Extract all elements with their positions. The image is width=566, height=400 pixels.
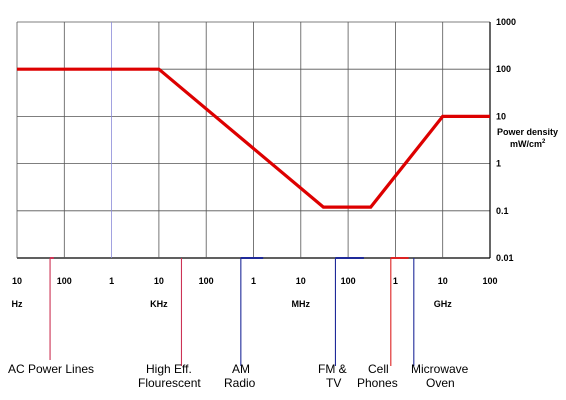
band-label-am-line1: AM bbox=[232, 362, 250, 376]
grid-lines bbox=[16, 21, 491, 259]
band-label-fm-line1: FM & bbox=[318, 362, 347, 376]
y-tick-label: 1 bbox=[496, 159, 501, 169]
band-label-high-eff-line2: Flourescent bbox=[138, 376, 201, 390]
band-label-cell-line1: Cell bbox=[368, 362, 389, 376]
band-label-am-line2: Radio bbox=[224, 376, 256, 390]
x-tick-label: 1 bbox=[251, 276, 256, 286]
band-label-ac-power-lines: AC Power Lines bbox=[8, 362, 94, 376]
y-tick-label: 0.01 bbox=[496, 253, 514, 263]
y-tick-label: 100 bbox=[496, 64, 511, 74]
x-unit-label: MHz bbox=[292, 299, 311, 309]
x-tick-label: 10 bbox=[12, 276, 22, 286]
y-axis-label: Power density bbox=[497, 127, 558, 137]
x-unit-label: GHz bbox=[434, 299, 453, 309]
band-label-microwave-line1: Microwave bbox=[411, 362, 469, 376]
x-unit-labels: Hz KHz MHz GHz bbox=[12, 299, 453, 309]
x-tick-label: 100 bbox=[482, 276, 497, 286]
band-label-high-eff-line1: High Eff. bbox=[146, 362, 192, 376]
y-tick-label: 1000 bbox=[496, 17, 516, 27]
band-label-cell-line2: Phones bbox=[357, 376, 398, 390]
x-tick-label: 100 bbox=[199, 276, 214, 286]
band-label-microwave-line2: Oven bbox=[426, 376, 455, 390]
series-lines bbox=[17, 67, 490, 209]
x-unit-label: KHz bbox=[150, 299, 168, 309]
y-tick-label: 10 bbox=[496, 111, 506, 121]
x-tick-label: 100 bbox=[57, 276, 72, 286]
band-label-fm-line2: TV bbox=[326, 376, 341, 390]
y-tick-label: 0.1 bbox=[496, 206, 509, 216]
x-tick-label: 100 bbox=[341, 276, 356, 286]
x-tick-label: 1 bbox=[393, 276, 398, 286]
y-tick-labels: 1000 100 10 1 0.1 0.01 bbox=[496, 17, 516, 263]
x-tick-label: 10 bbox=[296, 276, 306, 286]
x-tick-labels: 10 100 1 10 100 1 10 100 1 10 100 bbox=[12, 276, 498, 286]
y-axis-unit: mW/cm2 bbox=[510, 139, 546, 149]
x-unit-label: Hz bbox=[12, 299, 23, 309]
frequency-bands bbox=[49, 257, 415, 366]
x-tick-label: 10 bbox=[154, 276, 164, 286]
x-tick-label: 1 bbox=[109, 276, 114, 286]
x-tick-label: 10 bbox=[438, 276, 448, 286]
power-density-line bbox=[17, 67, 490, 209]
